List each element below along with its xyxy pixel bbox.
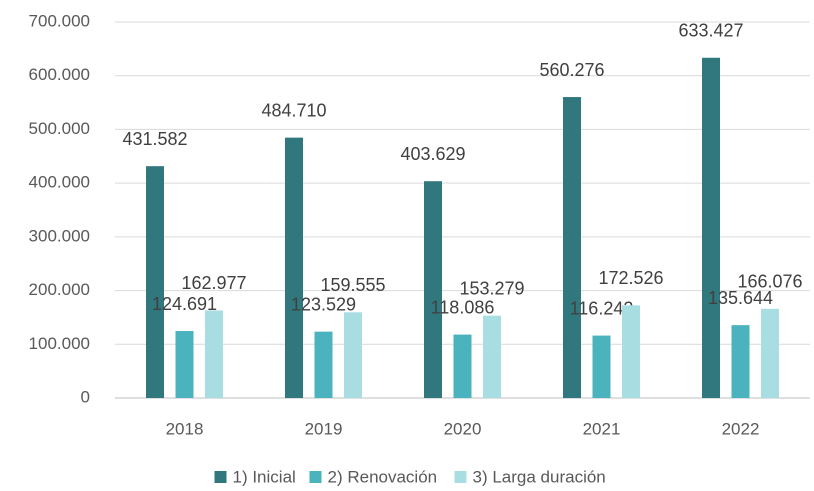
y-tick-label: 600.000 — [29, 65, 90, 84]
x-tick-label: 2022 — [722, 419, 760, 438]
bar — [731, 325, 750, 398]
bar — [314, 331, 333, 398]
bar — [761, 308, 779, 398]
legend-swatch — [309, 471, 322, 483]
legend-label: 1) Inicial — [233, 467, 296, 486]
bar — [592, 335, 611, 398]
legend-swatch — [214, 471, 227, 483]
bar — [175, 331, 194, 398]
data-label: 560.276 — [539, 60, 604, 80]
bar — [702, 57, 720, 398]
legend-label: 2) Renovación — [328, 467, 438, 486]
bar — [483, 315, 501, 398]
x-tick-label: 2018 — [166, 419, 204, 438]
data-label: 124.691 — [152, 294, 217, 314]
data-label: 166.076 — [737, 272, 802, 292]
data-label: 484.710 — [261, 100, 326, 120]
x-tick-label: 2019 — [305, 419, 343, 438]
y-tick-label: 200.000 — [29, 280, 90, 299]
bar — [146, 166, 164, 398]
bar — [563, 97, 581, 398]
y-tick-label: 400.000 — [29, 173, 90, 192]
y-tick-label: 500.000 — [29, 119, 90, 138]
x-tick-label: 2020 — [444, 419, 482, 438]
x-tick-label: 2021 — [583, 419, 621, 438]
data-label: 135.644 — [708, 288, 773, 308]
legend-swatch — [454, 471, 467, 483]
data-label: 123.529 — [291, 294, 356, 314]
bar — [285, 137, 303, 398]
data-label: 153.279 — [459, 278, 524, 298]
data-label: 118.086 — [431, 297, 495, 317]
legend-label: 3) Larga duración — [473, 467, 606, 486]
y-tick-label: 100.000 — [29, 334, 90, 353]
bar — [622, 305, 640, 398]
y-tick-label: 300.000 — [29, 226, 90, 245]
data-label: 633.427 — [678, 21, 743, 41]
data-label: 172.526 — [598, 268, 663, 288]
data-label: 403.629 — [400, 144, 465, 164]
data-label: 162.977 — [181, 273, 246, 293]
y-tick-label: 0 — [81, 387, 90, 406]
data-label: 116.242 — [570, 298, 634, 318]
data-label: 431.582 — [122, 129, 187, 149]
data-label: 159.555 — [320, 275, 385, 295]
bar — [424, 181, 442, 398]
bar — [453, 334, 472, 398]
bar — [205, 310, 223, 398]
bar — [344, 312, 362, 398]
y-tick-label: 700.000 — [29, 11, 90, 30]
